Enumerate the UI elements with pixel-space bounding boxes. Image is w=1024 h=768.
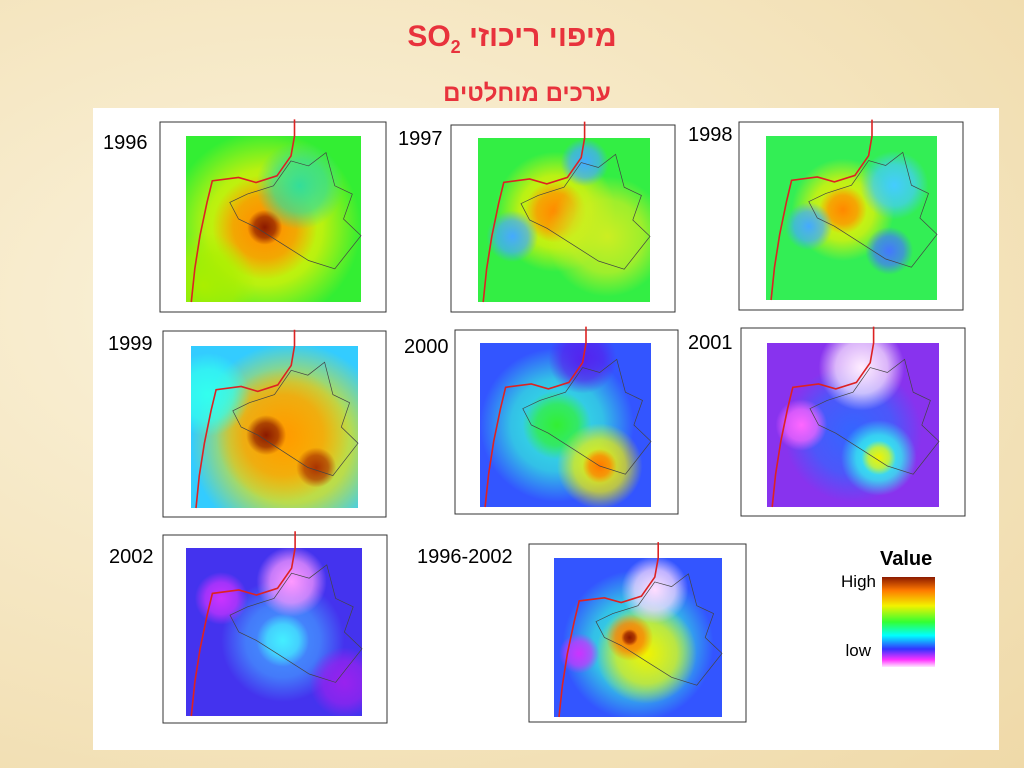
heatmap-blob bbox=[186, 232, 256, 302]
coastline bbox=[482, 121, 586, 303]
heatmap bbox=[191, 346, 358, 508]
title-text: מיפוי ריכוזי bbox=[469, 20, 617, 53]
coastline bbox=[190, 531, 296, 717]
coastline bbox=[770, 119, 873, 301]
panel-label: 1996 bbox=[103, 132, 148, 154]
heatmap-blob bbox=[860, 151, 929, 220]
district-border bbox=[595, 573, 723, 686]
panel-label: 2002 bbox=[109, 546, 154, 568]
legend-colorbar bbox=[882, 577, 935, 667]
heatmap-blob bbox=[621, 558, 689, 624]
legend-title: Value bbox=[880, 548, 932, 570]
legend-high: High bbox=[841, 572, 876, 591]
coastline bbox=[195, 329, 296, 509]
heatmap-blob bbox=[784, 202, 833, 251]
heatmap bbox=[775, 343, 922, 503]
formula-base: SO bbox=[407, 20, 451, 53]
heatmap bbox=[486, 138, 650, 297]
formula: SO2 bbox=[407, 20, 460, 57]
heatmap bbox=[784, 151, 929, 275]
panel-label: 2000 bbox=[404, 336, 449, 358]
panel-label: 1999 bbox=[108, 333, 153, 355]
district-border bbox=[808, 151, 938, 268]
coastline bbox=[558, 542, 660, 718]
panel-label: 1997 bbox=[398, 128, 443, 150]
district-border bbox=[809, 358, 940, 475]
legend-low: low bbox=[845, 641, 871, 660]
heatmap bbox=[559, 558, 714, 717]
heatmap-blob bbox=[296, 447, 337, 488]
heatmap-blob bbox=[861, 440, 896, 475]
heatmap-blob bbox=[309, 647, 362, 716]
heatmap-blob bbox=[775, 399, 828, 451]
heatmap bbox=[186, 136, 361, 302]
district-border bbox=[232, 361, 359, 477]
formula-subscript: 2 bbox=[450, 37, 461, 57]
panel-label: 2001 bbox=[688, 332, 733, 354]
heatmap-blob bbox=[256, 142, 344, 230]
heatmap-blob bbox=[865, 226, 914, 275]
district-border bbox=[520, 153, 651, 270]
coastline bbox=[190, 119, 296, 303]
district-border bbox=[522, 358, 652, 475]
heatmap-blob bbox=[818, 343, 905, 411]
coastline bbox=[771, 326, 875, 508]
heatmap-blob bbox=[486, 210, 539, 263]
title: מיפוי ריכוזי SO2 bbox=[0, 20, 1024, 58]
heatmap-blob bbox=[194, 572, 248, 625]
heatmap-blob bbox=[546, 176, 650, 297]
heatmap-blob bbox=[621, 629, 638, 646]
heatmap-blob bbox=[246, 415, 287, 456]
district-border bbox=[229, 152, 362, 270]
heatmap-blob bbox=[548, 343, 617, 394]
district-border bbox=[229, 564, 363, 683]
heatmap-blob bbox=[256, 614, 310, 667]
heatmap-blob bbox=[256, 548, 327, 617]
coastline bbox=[484, 326, 587, 508]
heatmap bbox=[194, 548, 362, 716]
panel-label: 1998 bbox=[688, 124, 733, 146]
subtitle: ערכים מוחלטים bbox=[443, 80, 611, 107]
panel-label: 1996-2002 bbox=[417, 546, 513, 568]
